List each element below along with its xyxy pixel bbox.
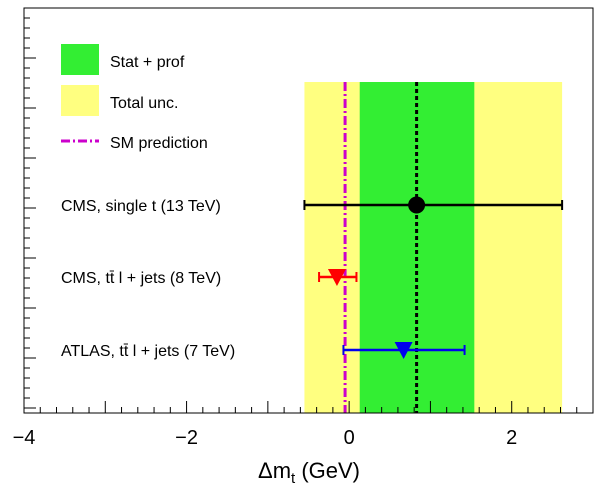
plot-frame: [23, 7, 594, 414]
x-axis-ticks: −4 −2 0 2: [13, 17, 594, 449]
legend-swatch-total: [61, 85, 99, 116]
x-axis-label-main: Δm: [258, 458, 291, 483]
marker-cms-single-t: [408, 196, 426, 214]
measurement-points: CMS, single t (13 TeV) CMS, tt̄ l + jets …: [61, 196, 564, 360]
legend-swatch-stat-prof: [61, 44, 99, 75]
measurement-label-cms-single-t: CMS, single t (13 TeV): [61, 198, 221, 215]
uncertainty-bands: [304, 82, 563, 413]
legend-label-stat-prof: Stat + prof: [110, 54, 185, 71]
reference-lines: [343, 82, 419, 413]
legend-label-total: Total unc.: [110, 95, 178, 112]
x-tick-label: −4: [13, 427, 36, 449]
x-tick-label: 2: [506, 427, 517, 449]
x-axis-label-unit: (GeV): [295, 458, 360, 483]
x-axis-label-sub: t: [291, 470, 296, 486]
marker-cms-ttbar-8tev: [327, 269, 346, 286]
legend-label-sm: SM prediction: [110, 135, 208, 152]
measurement-label-cms-ttbar-8tev: CMS, tt̄ l + jets (8 TeV): [61, 270, 221, 287]
marker-atlas-ttbar-7tev: [394, 342, 413, 359]
x-tick-label: 0: [344, 427, 355, 449]
x-axis-label: Δmt (GeV): [258, 458, 360, 486]
measurement-label-atlas-ttbar-7tev: ATLAS, tt̄ l + jets (7 TeV): [61, 343, 235, 360]
legend: Stat + prof Total unc. SM prediction: [61, 44, 208, 152]
x-tick-label: −2: [175, 427, 198, 449]
